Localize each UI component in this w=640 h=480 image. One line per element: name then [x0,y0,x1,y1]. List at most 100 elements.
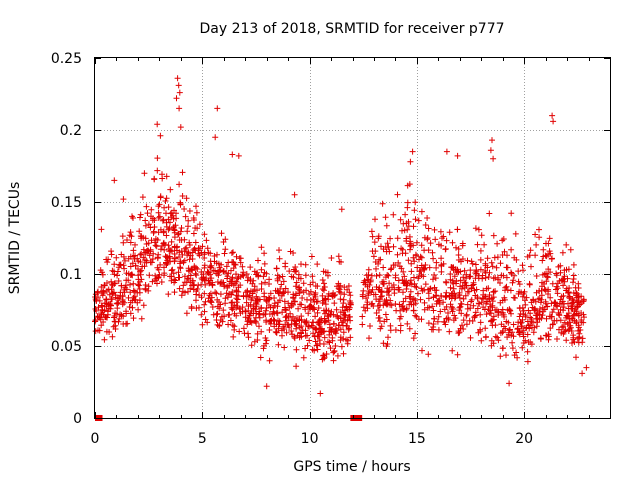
data-point [288,317,295,324]
data-point [246,292,253,299]
data-point [524,348,531,355]
data-point [377,289,384,295]
data-point [417,296,424,303]
data-point [483,311,490,318]
data-point [443,303,450,310]
data-point [130,294,137,301]
data-point [148,213,154,220]
data-point [309,279,316,286]
data-point [398,245,405,252]
data-point [335,253,342,260]
data-point [127,253,134,260]
y-axis-label: SRMTID / TECUs [7,182,23,295]
data-point [165,204,172,211]
data-point [414,264,421,271]
data-point [251,268,258,275]
data-point [290,294,297,301]
data-point [143,203,150,210]
data-point [181,206,188,212]
data-point [151,175,158,182]
data-point [407,288,414,295]
data-point [367,277,374,284]
data-point [377,302,383,309]
data-point [395,277,402,284]
data-point [331,300,338,307]
data-point [137,211,144,218]
data-point [152,242,159,249]
data-point [522,297,528,304]
data-point [182,213,189,220]
data-point [451,312,458,319]
data-point [390,262,397,269]
data-point [430,276,436,283]
data-point [286,324,293,331]
data-point [425,295,432,302]
data-point [509,329,516,336]
data-point [219,318,226,325]
data-point [252,306,259,313]
data-point [425,320,432,327]
data-point [549,255,555,262]
data-point [445,316,452,323]
data-point [177,201,184,208]
data-point [541,281,547,287]
data-point [98,226,105,233]
data-point [219,313,225,320]
grid-lines [95,58,610,418]
data-point [144,210,151,217]
data-point [222,295,229,302]
data-point [245,315,252,322]
data-point [497,280,503,286]
data-point [544,303,551,310]
data-point [460,317,467,324]
data-point [518,320,525,326]
data-point [413,239,420,246]
data-point [411,274,417,281]
data-point [218,279,224,286]
data-point [305,310,312,317]
data-point [232,280,239,287]
data-point [194,286,201,292]
data-point [499,345,506,352]
data-point [570,336,577,343]
data-point [386,287,393,293]
data-point [380,340,387,347]
data-point [245,274,252,281]
data-point [181,273,188,280]
data-point [276,255,283,262]
data-point [132,252,138,259]
data-point [432,292,439,299]
data-point [570,279,576,286]
data-point [148,206,155,213]
data-point [400,220,407,227]
data-point [161,246,168,253]
data-point [208,294,215,301]
data-point [369,300,376,307]
data-point [458,258,464,265]
data-point [198,311,205,318]
data-point [470,302,477,309]
data-point [447,284,454,291]
data-point [301,318,308,325]
data-point [478,337,485,344]
data-point [569,340,575,346]
data-point [186,256,193,263]
data-point [218,230,225,237]
data-point [528,316,535,322]
data-point [190,282,197,289]
data-point [370,291,377,298]
data-point [325,307,332,314]
data-point [438,268,445,275]
data-point [341,307,348,314]
data-point [403,286,410,292]
data-point [263,317,270,324]
data-point [273,309,280,316]
data-point [147,259,154,266]
data-point [458,301,465,308]
data-point [372,248,379,255]
data-point [253,301,260,308]
data-point [135,282,142,289]
data-point [410,295,417,302]
data-point [204,319,211,326]
data-point [159,217,166,224]
